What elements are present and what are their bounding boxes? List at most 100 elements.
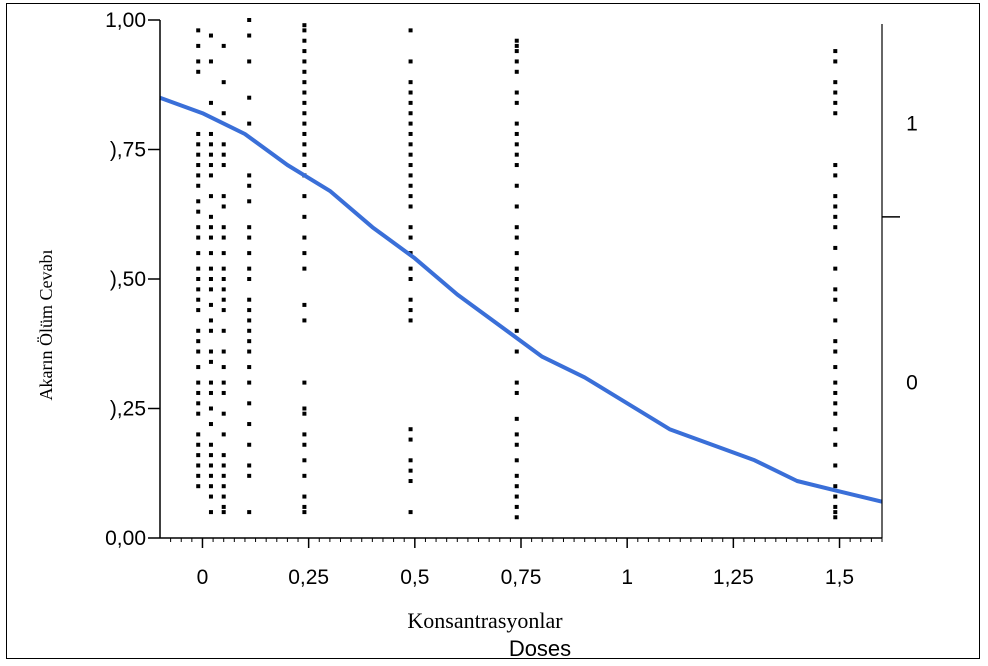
data-point-210 [514,390,519,395]
data-point-119 [247,442,252,447]
data-point-199 [514,225,519,230]
data-point-104 [247,225,252,230]
data-point-102 [247,183,252,188]
data-point-51 [208,318,213,323]
data-point-180 [408,437,413,442]
data-point-240 [833,380,838,385]
data-point-178 [408,318,413,323]
data-point-143 [302,266,307,271]
data-point-239 [833,365,838,370]
data-point-113 [247,339,252,344]
data-point-3 [196,69,201,74]
data-point-37 [208,131,213,136]
data-point-18 [196,297,201,302]
data-point-92 [221,484,226,489]
data-point-148 [302,411,307,416]
data-point-163 [408,131,413,136]
data-point-129 [302,80,307,85]
data-point-157 [408,59,413,64]
data-point-15 [196,266,201,271]
data-point-155 [302,510,307,515]
data-point-222 [833,80,838,85]
data-point-230 [833,214,838,219]
data-point-0 [196,28,201,33]
data-point-238 [833,349,838,354]
data-point-76 [221,251,226,256]
data-point-22 [196,349,201,354]
data-point-5 [196,142,201,147]
data-point-232 [833,245,838,250]
data-point-228 [833,194,838,199]
data-point-84 [221,365,226,370]
data-point-72 [221,194,226,199]
x-tick-label-6: 1,5 [825,566,854,589]
data-point-16 [196,277,201,281]
x-tick-label-1: 0,25 [288,566,329,589]
data-point-107 [247,266,252,271]
data-point-152 [302,473,307,478]
data-point-149 [302,432,307,437]
data-point-34 [208,33,213,38]
data-point-205 [514,297,519,302]
data-point-147 [302,406,307,411]
data-point-249 [833,504,838,509]
x-tick-label-3: 0,75 [501,566,542,589]
data-point-246 [833,463,838,468]
data-point-106 [247,251,252,256]
data-point-198 [514,204,519,209]
data-point-140 [302,214,307,219]
data-point-206 [514,308,519,313]
data-point-166 [408,163,413,168]
data-point-201 [514,251,519,256]
data-point-75 [221,235,226,240]
data-point-158 [408,80,413,85]
data-point-87 [221,411,226,416]
data-point-19 [196,308,201,313]
data-point-93 [221,494,226,499]
data-point-99 [247,95,252,100]
right-tick-label-1: 0 [906,372,918,395]
data-point-184 [408,510,413,515]
data-point-126 [302,49,307,54]
data-point-29 [196,442,201,447]
right-tick-label-0: 1 [906,113,918,136]
data-point-7 [196,163,201,168]
data-point-21 [196,339,201,344]
data-point-219 [514,515,519,520]
data-point-121 [247,473,252,478]
data-point-218 [514,504,519,509]
data-point-111 [247,318,252,323]
data-point-11 [196,209,201,214]
data-point-118 [247,422,252,427]
data-point-43 [208,214,213,219]
data-point-109 [247,297,252,302]
data-point-66 [221,43,226,48]
data-point-187 [514,49,519,54]
data-point-69 [221,142,226,147]
data-point-20 [196,328,201,333]
data-point-115 [247,365,252,370]
data-point-116 [247,380,252,385]
data-point-96 [247,18,252,22]
data-point-47 [208,266,213,271]
data-point-89 [221,453,226,458]
data-point-56 [208,390,213,395]
data-point-123 [302,23,307,28]
data-point-144 [302,302,307,307]
y-tick-label-2: ),50 [110,268,146,291]
data-point-52 [208,328,213,333]
data-point-112 [247,328,252,333]
data-point-185 [514,38,519,43]
data-point-45 [208,235,213,240]
data-point-50 [208,302,213,307]
data-point-86 [221,390,226,395]
data-point-177 [408,308,413,313]
data-point-141 [302,235,307,240]
data-point-125 [302,38,307,43]
curve-layer [159,95,883,504]
x-tick-label-2: 0,5 [400,566,429,589]
data-point-208 [514,349,519,354]
data-point-36 [208,100,213,105]
data-point-6 [196,152,201,157]
y-axis-label: Akarın Ölüm Cevabı [36,250,56,401]
